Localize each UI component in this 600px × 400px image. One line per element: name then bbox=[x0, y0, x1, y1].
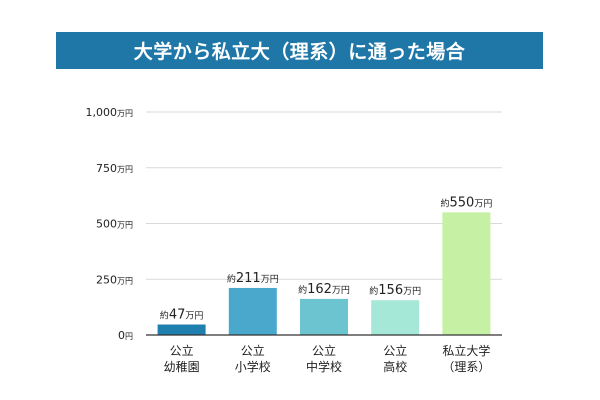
data-label: 約47万円 bbox=[160, 308, 204, 323]
y-tick-value: 500 bbox=[96, 218, 117, 231]
y-tick-unit: 万円 bbox=[117, 165, 133, 174]
bar bbox=[442, 212, 491, 335]
y-tick-label: 0円 bbox=[118, 329, 133, 342]
data-label-prefix: 約 bbox=[160, 310, 169, 322]
category-label: 私立大学 bbox=[442, 343, 490, 358]
category-label: 高校 bbox=[383, 359, 407, 374]
data-label-prefix: 約 bbox=[369, 285, 378, 297]
data-label-value: 550 bbox=[449, 195, 474, 210]
category-label: 幼稚園 bbox=[164, 360, 200, 374]
data-label-prefix: 約 bbox=[298, 284, 307, 296]
y-tick-unit: 円 bbox=[125, 332, 133, 341]
data-label-value: 211 bbox=[236, 271, 261, 286]
data-label: 約162万円 bbox=[298, 282, 350, 297]
y-tick-label: 250万円 bbox=[96, 273, 133, 286]
data-label-unit: 万円 bbox=[261, 274, 279, 285]
category-label: （理系） bbox=[442, 360, 490, 374]
category-label: 中学校 bbox=[306, 359, 342, 374]
data-label-unit: 万円 bbox=[185, 311, 203, 322]
category-label: 公立 bbox=[383, 343, 407, 358]
y-tick-value: 0 bbox=[118, 329, 125, 342]
y-tick-value: 1,000 bbox=[86, 106, 118, 119]
bar bbox=[157, 324, 206, 335]
bars bbox=[157, 212, 491, 335]
data-label: 約550万円 bbox=[440, 195, 492, 210]
data-label-value: 156 bbox=[378, 283, 403, 298]
data-label-unit: 万円 bbox=[332, 285, 350, 296]
data-label-unit: 万円 bbox=[403, 286, 421, 297]
category-label: 公立 bbox=[170, 343, 194, 358]
category-label: 公立 bbox=[312, 343, 336, 358]
bar bbox=[300, 298, 348, 335]
data-label-prefix: 約 bbox=[227, 273, 236, 285]
chart-title: 大学から私立大（理系）に通った場合 bbox=[133, 41, 466, 63]
y-tick-label: 1,000万円 bbox=[86, 106, 134, 119]
category-label: 公立 bbox=[241, 343, 265, 358]
y-tick-value: 750 bbox=[96, 162, 117, 175]
title-banner: 大学から私立大（理系）に通った場合 bbox=[56, 32, 543, 69]
y-tick-label: 500万円 bbox=[96, 218, 133, 231]
y-tick-unit: 万円 bbox=[117, 109, 133, 118]
data-label: 約156万円 bbox=[369, 283, 421, 298]
category-label: 小学校 bbox=[235, 359, 271, 374]
y-tick-value: 250 bbox=[96, 273, 117, 286]
data-label-value: 162 bbox=[307, 282, 332, 297]
data-label-value: 47 bbox=[169, 308, 186, 323]
data-label: 約211万円 bbox=[227, 271, 279, 286]
data-label-unit: 万円 bbox=[474, 198, 492, 209]
data-label-prefix: 約 bbox=[440, 197, 449, 209]
bar bbox=[371, 300, 420, 335]
y-tick-unit: 万円 bbox=[117, 276, 133, 285]
y-tick-label: 750万円 bbox=[96, 162, 133, 175]
y-tick-unit: 万円 bbox=[117, 221, 133, 230]
bar bbox=[228, 287, 277, 335]
